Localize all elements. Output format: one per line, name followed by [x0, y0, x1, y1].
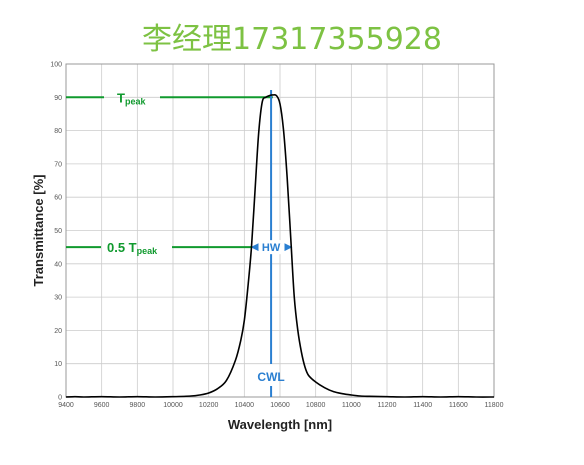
transmittance-curve	[65, 93, 495, 398]
x-tick-label: 9600	[94, 402, 110, 409]
x-tick-label: 11600	[449, 402, 468, 409]
x-tick-label: 10000	[163, 402, 183, 409]
x-tick-label: 11800	[485, 402, 504, 409]
x-tick-label: 9400	[58, 402, 74, 409]
x-tick-label: 11000	[342, 402, 361, 409]
y-axis-label: Transmittance [%]	[31, 175, 46, 287]
y-tick-label: 0	[58, 395, 62, 402]
y-tick-label: 50	[54, 228, 62, 235]
hw-label-bg	[257, 240, 286, 255]
t-peak-label: Tpeak	[117, 90, 146, 106]
cwl-label: CWL	[257, 370, 284, 384]
x-tick-label: 10800	[306, 402, 326, 409]
x-tick-label: 11400	[413, 402, 432, 409]
annotation-labels: Tpeak 0.5 Tpeak CWL HW	[107, 90, 285, 384]
x-tick-label: 11200	[378, 402, 397, 409]
tick-labels: 9400 9600 9800 10000 10200 10400 10600 10800 110…	[50, 62, 503, 410]
x-tick-label: 10200	[199, 402, 219, 409]
x-tick-label: 10600	[270, 402, 290, 409]
x-tick-label: 9800	[130, 402, 146, 409]
x-tick-label: 10400	[235, 402, 255, 409]
y-tick-label: 90	[54, 95, 62, 102]
y-tick-label: 20	[54, 328, 62, 335]
plot-frame	[65, 63, 495, 398]
watermark-text: 李经理17317355928	[142, 22, 442, 57]
y-tick-label: 80	[54, 128, 62, 135]
hw-label: HW	[262, 242, 281, 254]
y-tick-label: 30	[54, 295, 62, 302]
y-tick-label: 70	[54, 161, 62, 168]
y-tick-label: 10	[54, 361, 62, 368]
half-peak-label: 0.5 Tpeak	[107, 240, 158, 256]
y-tick-label: 40	[54, 261, 62, 268]
y-tick-label: 60	[54, 195, 62, 202]
x-axis-label: Wavelength [nm]	[228, 417, 332, 432]
grid-lines	[65, 63, 495, 398]
y-tick-label: 100	[50, 62, 62, 69]
